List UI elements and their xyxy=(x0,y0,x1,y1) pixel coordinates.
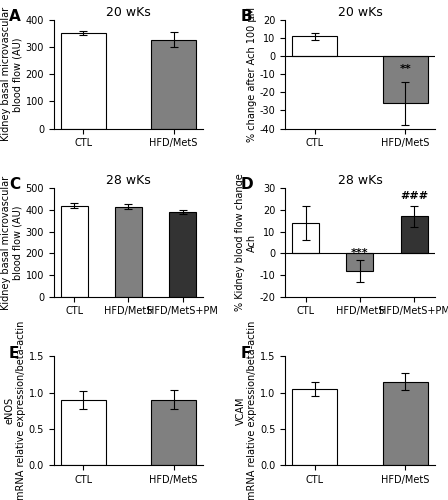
Text: ###: ### xyxy=(400,192,428,202)
Bar xyxy=(151,400,196,465)
Text: **: ** xyxy=(399,64,411,74)
Bar xyxy=(169,212,196,297)
Bar xyxy=(383,382,428,465)
Text: A: A xyxy=(9,9,21,24)
Text: D: D xyxy=(241,178,253,192)
Bar xyxy=(292,223,319,254)
Bar xyxy=(346,254,374,270)
Bar xyxy=(60,206,88,297)
Bar xyxy=(292,36,337,56)
Bar xyxy=(151,40,196,128)
Bar xyxy=(292,389,337,465)
Bar xyxy=(383,56,428,103)
Title: 20 wKs: 20 wKs xyxy=(106,6,151,19)
Title: 20 wKs: 20 wKs xyxy=(337,6,382,19)
Text: E: E xyxy=(9,346,19,360)
Bar xyxy=(60,33,106,128)
Y-axis label: % Kidney blood flow change
Ach: % Kidney blood flow change Ach xyxy=(235,174,257,312)
Title: 28 wKs: 28 wKs xyxy=(337,174,382,187)
Bar xyxy=(115,206,142,297)
Text: ***: *** xyxy=(351,248,369,258)
Y-axis label: % change after Ach 100 μM: % change after Ach 100 μM xyxy=(247,6,257,142)
Text: B: B xyxy=(241,9,252,24)
Y-axis label: Kidney basal microvascular
blood flow (AU): Kidney basal microvascular blood flow (A… xyxy=(1,7,23,141)
Y-axis label: eNOS
mRNA relative expression/beta-actin: eNOS mRNA relative expression/beta-actin xyxy=(4,321,26,500)
Bar xyxy=(401,216,428,254)
Text: F: F xyxy=(241,346,251,360)
Title: 28 wKs: 28 wKs xyxy=(106,174,151,187)
Y-axis label: Kidney basal microvascular
blood flow (AU): Kidney basal microvascular blood flow (A… xyxy=(1,176,23,310)
Bar xyxy=(60,400,106,465)
Y-axis label: VCAM
mRNA relative expression/beta-actin: VCAM mRNA relative expression/beta-actin xyxy=(236,321,257,500)
Text: C: C xyxy=(9,178,20,192)
